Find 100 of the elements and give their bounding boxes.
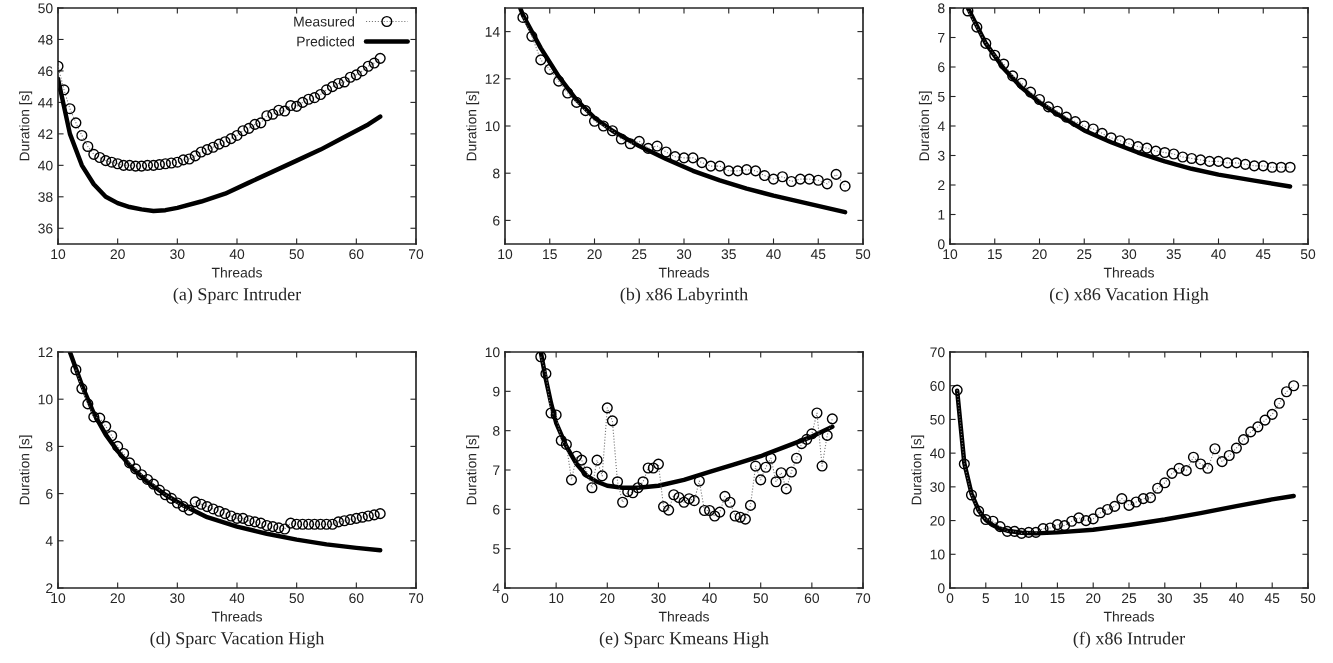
x-tick-label: 20 — [1086, 593, 1101, 604]
point — [58, 84, 70, 96]
point — [135, 469, 148, 481]
text: (b) x86 Labyrinth — [620, 287, 748, 305]
x-tick-label: 30 — [651, 593, 666, 604]
y-tick-label: 7 — [938, 32, 945, 43]
point — [1159, 477, 1171, 489]
point — [994, 521, 1006, 533]
y-tick-label: 70 — [930, 347, 945, 358]
y-tick-label: 36 — [38, 223, 53, 234]
x-tick-label: 25 — [1121, 593, 1137, 604]
point — [1066, 515, 1078, 527]
point — [297, 96, 309, 108]
x-tick-label: 50 — [289, 249, 304, 260]
point — [617, 496, 629, 508]
point — [1216, 456, 1228, 468]
point — [130, 160, 142, 172]
point — [1168, 148, 1180, 160]
point — [663, 504, 675, 516]
point — [734, 511, 746, 523]
point — [189, 496, 201, 508]
point — [1221, 157, 1234, 169]
point — [1024, 86, 1037, 98]
y-tick-label: 8 — [938, 3, 945, 14]
point — [183, 504, 195, 516]
point — [1030, 526, 1042, 538]
point — [998, 58, 1010, 70]
x-tick-label: 30 — [1157, 593, 1172, 604]
point — [1137, 493, 1149, 505]
point — [153, 484, 165, 496]
point — [291, 100, 303, 112]
x-axis-title: Threads — [658, 267, 709, 278]
point — [1087, 513, 1099, 525]
point — [100, 155, 112, 167]
point — [1109, 500, 1121, 512]
point — [1144, 492, 1157, 504]
point — [1203, 155, 1216, 167]
point — [1195, 154, 1207, 166]
point — [517, 11, 529, 23]
point — [741, 164, 753, 176]
point — [1150, 145, 1162, 157]
point — [775, 467, 787, 479]
point — [112, 440, 124, 452]
point — [338, 76, 350, 88]
point — [1051, 105, 1063, 117]
point — [309, 518, 321, 530]
point — [811, 407, 823, 419]
point — [1195, 458, 1207, 470]
x-tick-label: 0 — [946, 593, 954, 604]
point — [642, 142, 654, 154]
point — [673, 491, 685, 504]
y-tick-label: 4 — [937, 121, 945, 132]
point — [76, 383, 88, 395]
point — [562, 87, 574, 99]
x-tick-label: 5 — [982, 593, 990, 604]
point — [632, 482, 644, 494]
point — [326, 81, 339, 93]
point — [195, 498, 207, 510]
point — [237, 512, 249, 524]
point — [1266, 408, 1278, 420]
line-series — [67, 352, 383, 553]
y-tick-label: 10 — [930, 549, 945, 560]
y-tick-label: 50 — [38, 3, 53, 14]
point — [704, 504, 716, 517]
x-tick-label: 60 — [804, 593, 820, 604]
point — [624, 138, 636, 150]
x-tick-label: 40 — [702, 593, 717, 604]
point — [320, 84, 333, 96]
point — [100, 420, 112, 432]
point — [1187, 451, 1199, 463]
point — [106, 430, 118, 442]
point — [545, 407, 557, 419]
point — [744, 499, 757, 511]
y-tick-label: 10 — [38, 394, 53, 405]
point — [591, 454, 603, 466]
x-tick-label: 15 — [1050, 593, 1065, 604]
point — [356, 65, 368, 77]
x-tick-label: 20 — [110, 593, 125, 604]
point — [320, 518, 333, 530]
point — [231, 512, 243, 524]
point — [350, 512, 362, 524]
x-tick-label: 50 — [753, 593, 768, 604]
point — [1001, 525, 1013, 537]
point — [1159, 146, 1171, 159]
x-tick-label: 70 — [855, 593, 871, 604]
x-axis-title: Threads — [658, 611, 709, 622]
point — [588, 115, 601, 127]
point — [579, 105, 592, 117]
point — [606, 415, 618, 427]
y-tick-label: 6 — [938, 62, 945, 73]
point — [812, 174, 824, 186]
x-tick-label: 50 — [1300, 249, 1316, 260]
point — [714, 160, 726, 172]
y-tick-label: 6 — [493, 504, 500, 515]
point — [719, 490, 731, 502]
point — [668, 489, 680, 501]
point — [606, 125, 618, 137]
point — [1259, 414, 1271, 426]
point — [243, 122, 255, 134]
y-tick-label: 12 — [485, 74, 500, 84]
